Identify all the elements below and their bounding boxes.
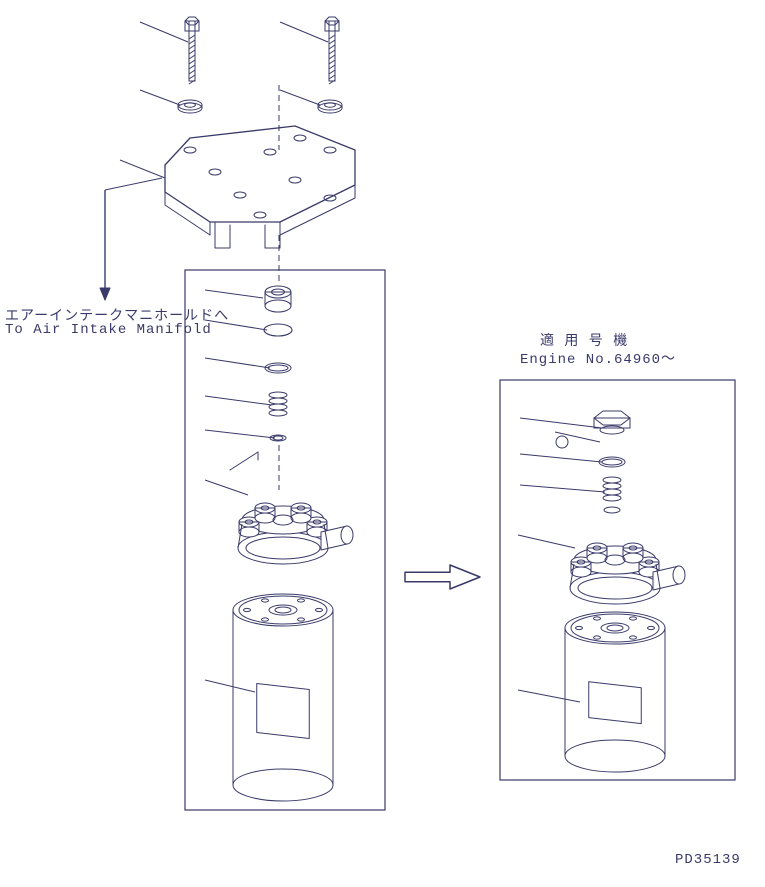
engine-label-en: Engine No.64960～ xyxy=(520,348,676,368)
diagram-canvas xyxy=(0,0,765,887)
engine-label-jp: 適 用 号 機 xyxy=(540,330,628,350)
manifold-label-en: To Air Intake Manifold xyxy=(5,322,212,338)
arrow-right-icon xyxy=(405,565,480,589)
drawing-number: PD35139 xyxy=(675,852,741,868)
